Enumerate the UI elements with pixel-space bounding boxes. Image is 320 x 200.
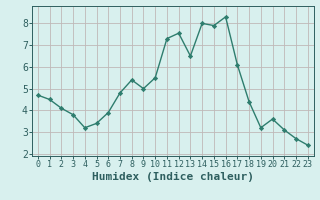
X-axis label: Humidex (Indice chaleur): Humidex (Indice chaleur)	[92, 172, 254, 182]
